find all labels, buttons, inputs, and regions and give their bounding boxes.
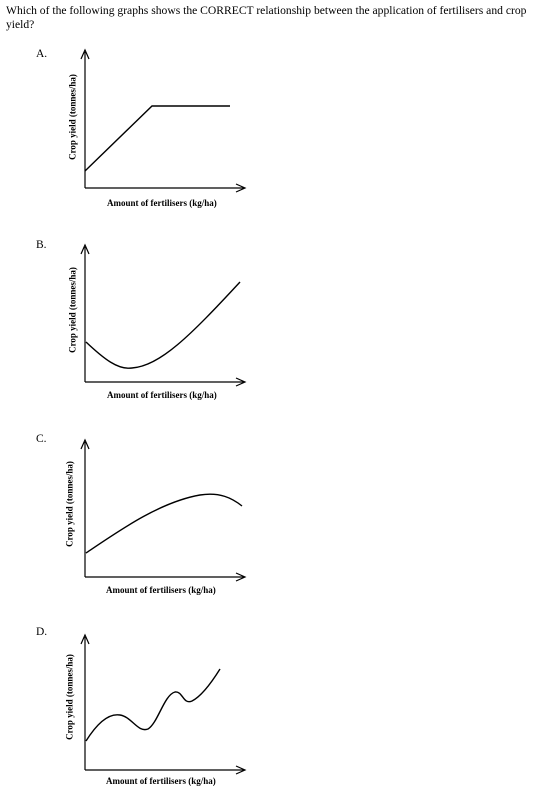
x-axis-label: Amount of fertilisers (kg/ha): [107, 390, 217, 400]
graph-b: [80, 243, 247, 387]
y-axis-arrow: [80, 633, 90, 645]
option-label: C.: [36, 433, 47, 445]
y-axis-arrow: [80, 243, 90, 255]
option-label: A.: [36, 48, 48, 60]
curve-b: [85, 281, 241, 369]
x-axis-label: Amount of fertilisers (kg/ha): [106, 776, 216, 786]
x-axis-arrow: [235, 377, 247, 387]
x-axis-arrow: [235, 572, 247, 582]
x-axis-arrow: [235, 183, 247, 193]
curve-c: [85, 493, 243, 554]
curve-a: [84, 105, 230, 172]
question-text: Which of the following graphs shows the …: [6, 4, 527, 31]
y-axis-arrow: [80, 48, 90, 60]
option-label: D.: [36, 626, 48, 638]
option-label: B.: [36, 239, 47, 251]
x-axis-label: Amount of fertilisers (kg/ha): [106, 585, 216, 595]
curve-d: [85, 668, 221, 742]
x-axis-label: Amount of fertilisers (kg/ha): [107, 198, 217, 208]
x-axis-arrow: [235, 765, 247, 775]
y-axis-arrow: [80, 438, 90, 450]
graph-a: [80, 48, 247, 193]
graph-c: [80, 438, 247, 582]
graph-d: [80, 633, 247, 775]
